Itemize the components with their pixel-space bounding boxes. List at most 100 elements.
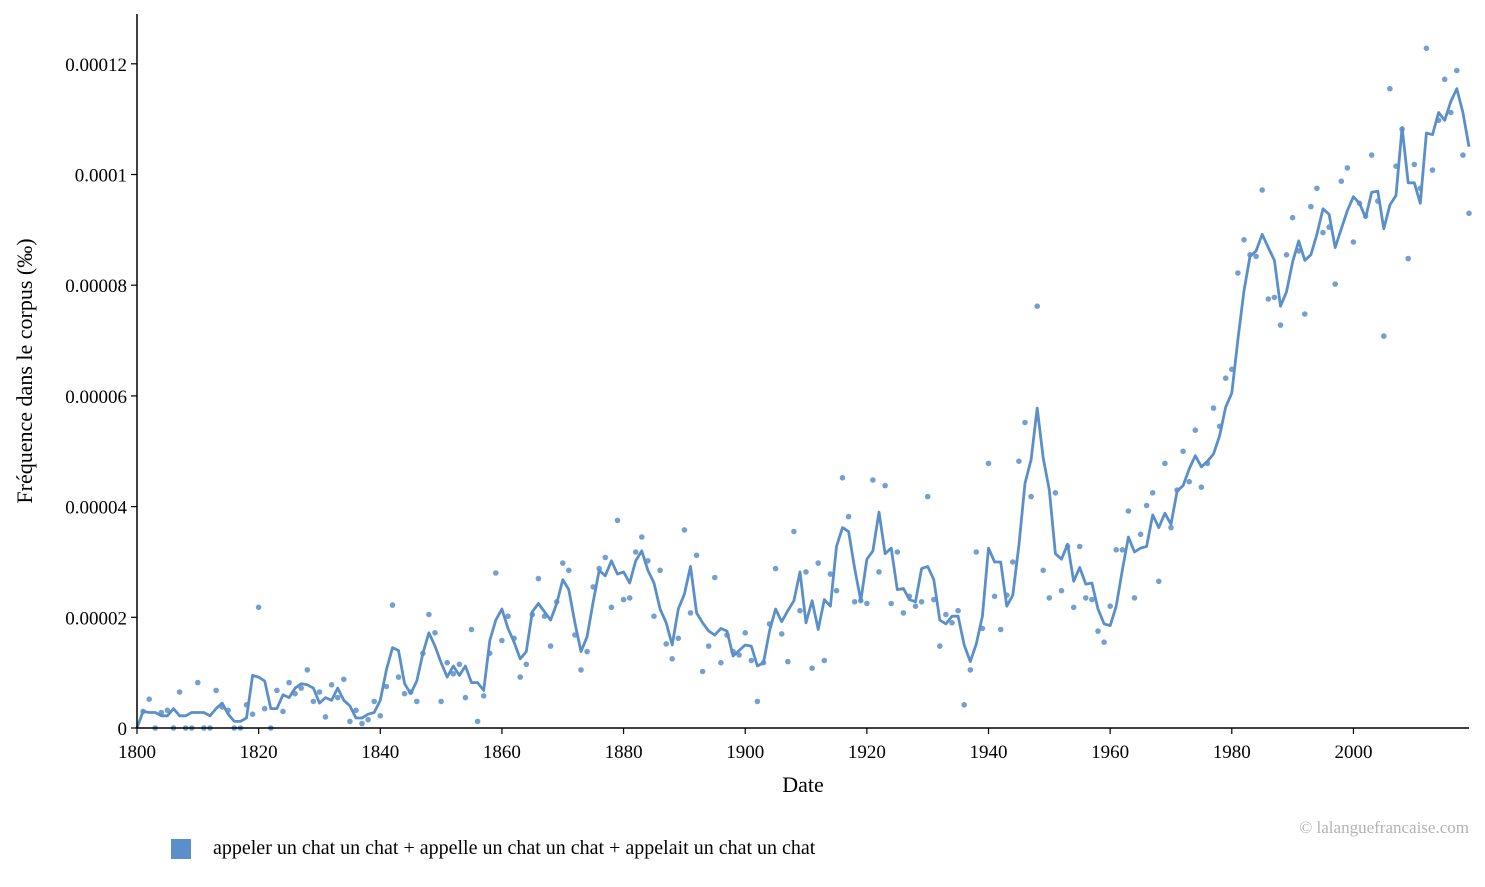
y-tick-label: 0.0001 xyxy=(75,166,127,187)
data-point xyxy=(450,671,457,677)
data-point xyxy=(1168,524,1174,531)
data-point xyxy=(1314,185,1320,192)
data-point xyxy=(1344,165,1351,171)
data-point xyxy=(1277,322,1284,328)
data-point xyxy=(1460,152,1466,158)
data-point xyxy=(560,560,566,566)
data-point xyxy=(918,599,925,605)
data-point xyxy=(772,565,779,572)
data-point xyxy=(851,599,858,605)
data-point xyxy=(1016,458,1022,465)
data-point xyxy=(377,713,384,719)
data-point xyxy=(1156,578,1162,585)
y-tick-label: 0.00012 xyxy=(65,55,127,76)
y-axis-title: Fréquence dans le corpus (‰) xyxy=(12,238,37,503)
data-point xyxy=(651,613,657,619)
data-point xyxy=(414,698,420,705)
data-point xyxy=(699,668,706,675)
data-point xyxy=(341,676,347,683)
data-point xyxy=(949,620,955,626)
data-point xyxy=(304,667,311,673)
data-point xyxy=(195,679,201,686)
data-point xyxy=(444,659,451,666)
data-point xyxy=(1271,294,1278,301)
data-point xyxy=(1429,167,1436,173)
data-point xyxy=(1089,596,1095,603)
data-point xyxy=(1143,502,1150,509)
data-point xyxy=(1034,303,1040,310)
data-point xyxy=(1113,547,1119,553)
data-point xyxy=(614,517,621,524)
data-point xyxy=(517,674,523,680)
data-point xyxy=(347,718,353,725)
data-point xyxy=(1137,531,1144,538)
data-point xyxy=(1441,76,1448,83)
x-tick-label: 1800 xyxy=(118,742,156,763)
data-point xyxy=(1320,229,1326,236)
data-point xyxy=(742,630,748,636)
data-point xyxy=(943,611,949,618)
data-point xyxy=(1308,203,1314,210)
data-point xyxy=(1119,547,1126,553)
x-tick-label: 1820 xyxy=(240,742,278,763)
x-tick-label: 1840 xyxy=(361,742,399,763)
data-point xyxy=(827,571,834,577)
data-point xyxy=(1101,639,1107,645)
data-point xyxy=(803,569,809,575)
data-point xyxy=(961,702,967,708)
data-point xyxy=(626,595,633,601)
data-point xyxy=(1010,559,1016,565)
data-point xyxy=(365,716,371,723)
legend-swatch xyxy=(171,838,191,859)
data-point xyxy=(791,528,797,535)
x-tick-label: 2000 xyxy=(1334,742,1372,763)
data-point xyxy=(535,575,542,582)
data-point xyxy=(864,600,870,607)
data-point xyxy=(164,707,171,714)
y-tick-label: 0.00008 xyxy=(65,276,127,297)
y-ticks: 0 0.00002 0.00004 0.00006 0.00008 0.0001 0.000… xyxy=(65,55,137,740)
data-point xyxy=(584,648,590,655)
data-point xyxy=(456,661,463,668)
data-point xyxy=(955,607,961,614)
data-point xyxy=(754,698,761,705)
data-point xyxy=(1265,296,1272,302)
data-point xyxy=(1131,595,1138,601)
data-point xyxy=(705,643,712,649)
data-point xyxy=(1332,281,1338,287)
data-point xyxy=(687,610,694,616)
data-point xyxy=(1253,253,1259,260)
data-point xyxy=(1241,237,1247,243)
data-point xyxy=(310,698,317,705)
data-point xyxy=(778,631,785,637)
data-point xyxy=(176,689,183,695)
data-point xyxy=(468,626,475,633)
data-point xyxy=(608,604,615,611)
y-tick-label: 0.00004 xyxy=(65,498,127,519)
data-point xyxy=(1180,448,1186,455)
data-point xyxy=(1052,490,1059,496)
data-point xyxy=(462,694,469,701)
data-point xyxy=(639,534,645,540)
data-point xyxy=(547,643,554,649)
data-point xyxy=(1070,604,1077,611)
data-point xyxy=(1046,595,1053,601)
x-tick-label: 1880 xyxy=(605,742,643,763)
data-point xyxy=(1302,311,1308,317)
copyright-notice: © lalanguefrancaise.com xyxy=(1299,818,1469,837)
data-point xyxy=(912,603,919,609)
x-tick-label: 1860 xyxy=(483,742,521,763)
x-tick-label: 1920 xyxy=(848,742,886,763)
data-point xyxy=(255,604,262,611)
data-point xyxy=(1466,210,1472,217)
data-point xyxy=(274,687,280,694)
data-point xyxy=(371,698,378,705)
x-tick-label: 1900 xyxy=(726,742,764,763)
data-point xyxy=(1058,587,1065,594)
data-point xyxy=(493,570,499,576)
data-point xyxy=(395,674,402,680)
data-point xyxy=(632,549,639,555)
data-point xyxy=(213,687,219,694)
data-point xyxy=(1186,478,1192,485)
trend-line xyxy=(135,87,1471,729)
